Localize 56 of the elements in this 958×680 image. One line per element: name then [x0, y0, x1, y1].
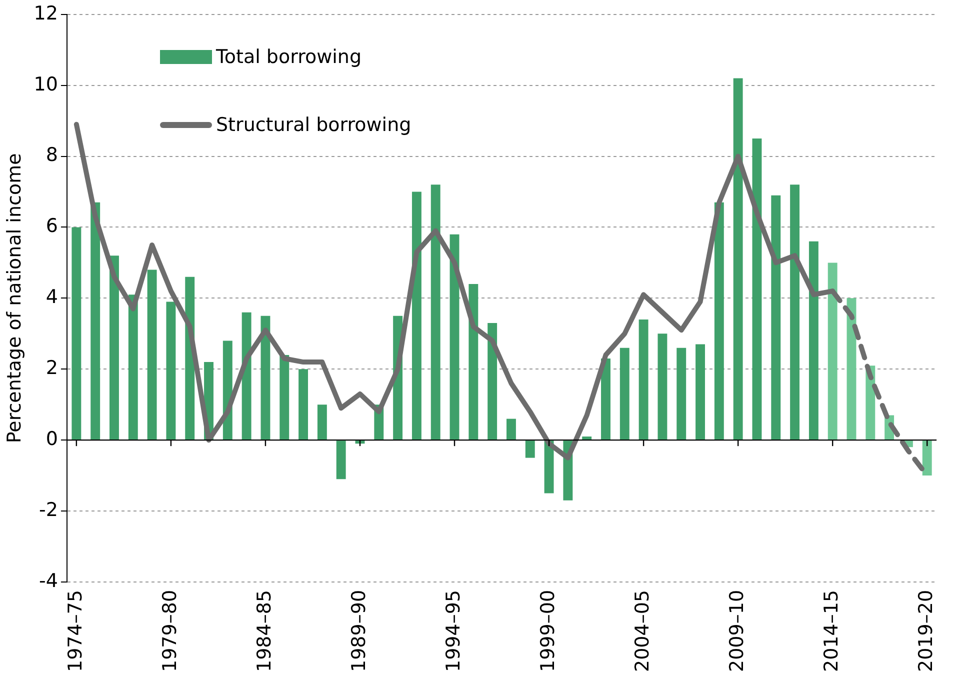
x-tick-label: 1974–75: [64, 590, 86, 672]
x-tick-label: 2014–15: [820, 590, 843, 672]
y-tick-label: -2: [39, 498, 58, 521]
bar: [430, 184, 440, 440]
bar: [166, 302, 176, 440]
bar: [808, 241, 818, 440]
y-tick-label: 0: [46, 428, 58, 450]
legend-label: Structural borrowing: [216, 114, 412, 136]
bar: [752, 138, 762, 440]
y-axis-title: Percentage of national income: [3, 153, 26, 444]
bar: [147, 270, 157, 440]
x-tick-label: 2004–05: [631, 590, 654, 672]
bar: [90, 202, 100, 440]
y-tick-label: 10: [34, 73, 58, 96]
bar: [110, 256, 119, 440]
bar: [242, 312, 252, 440]
legend-label: Total borrowing: [216, 46, 362, 68]
bar: [317, 404, 327, 440]
x-tick-label: 2009–10: [726, 590, 748, 672]
bar: [260, 316, 270, 440]
bar: [506, 418, 516, 440]
bar: [790, 184, 800, 440]
bar: [828, 262, 838, 440]
bar: [676, 348, 686, 440]
bar: [620, 348, 630, 440]
bar: [771, 195, 781, 440]
y-tick-label: 4: [46, 286, 58, 308]
bar: [696, 344, 705, 440]
bar: [128, 294, 138, 440]
bar: [582, 436, 592, 440]
bar: [525, 440, 535, 458]
y-tick-label: 6: [46, 215, 58, 238]
bar: [412, 192, 422, 440]
bar: [658, 334, 668, 440]
y-tick-label: 12: [34, 2, 58, 24]
bar: [468, 284, 478, 440]
y-tick-label: 8: [46, 144, 58, 166]
bar: [601, 358, 610, 440]
bar: [72, 227, 82, 440]
bar: [544, 440, 554, 494]
x-tick-label: 1984–85: [253, 590, 276, 672]
bar: [922, 440, 932, 476]
bar: [638, 319, 648, 440]
x-tick-label: 1994–95: [442, 590, 464, 672]
bar: [298, 369, 308, 440]
bar: [733, 78, 743, 440]
bar: [336, 440, 346, 480]
x-tick-label: 2019–20: [915, 590, 938, 672]
bar: [280, 354, 290, 440]
y-tick-label: 2: [46, 357, 58, 380]
x-tick-label: 1979–80: [158, 590, 181, 672]
x-tick-label: 1989–90: [348, 590, 370, 672]
bar: [714, 202, 724, 440]
bar: [488, 323, 498, 440]
x-tick-label: 1999–00: [536, 590, 559, 672]
y-tick-label: -4: [39, 570, 58, 592]
